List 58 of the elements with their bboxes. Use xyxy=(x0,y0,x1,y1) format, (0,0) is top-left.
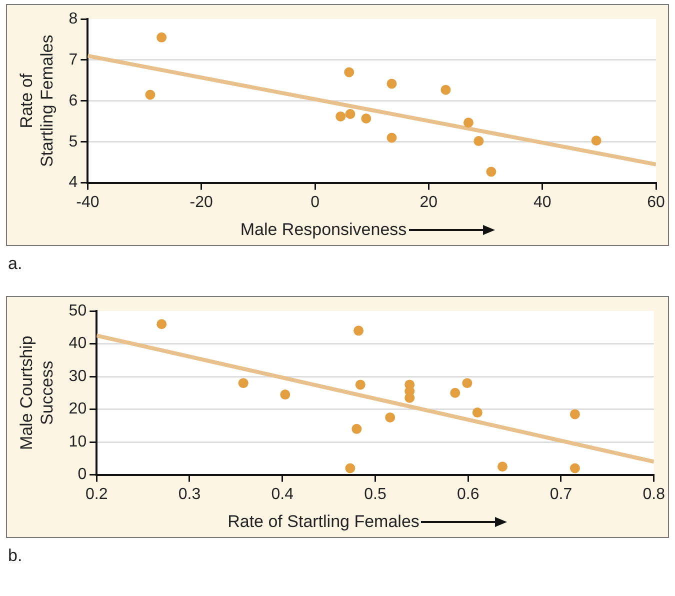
x-tick-label: 0.2 xyxy=(85,486,108,503)
y-tick-label: 10 xyxy=(68,433,87,450)
point xyxy=(570,463,580,474)
x-tick-label: 20 xyxy=(420,194,438,211)
point xyxy=(570,409,580,420)
point xyxy=(450,388,460,398)
point xyxy=(156,319,167,330)
x-tick-label: -20 xyxy=(190,194,214,211)
y-tick-label: 20 xyxy=(68,400,87,418)
x-tick-label: 40 xyxy=(533,194,552,211)
x-tick-label: 0.5 xyxy=(364,486,386,503)
point xyxy=(386,132,397,143)
point xyxy=(386,78,397,89)
point xyxy=(472,408,482,418)
x-tick-label: -40 xyxy=(76,194,100,211)
x-axis-title: Rate of Startling Females xyxy=(228,512,420,532)
x-tick-label: 0 xyxy=(310,194,320,211)
text: a. xyxy=(8,254,24,274)
y-tick-label: 40 xyxy=(68,335,87,352)
y-tick-label: 4 xyxy=(68,174,78,192)
y-axis-title: Male Courtship Success xyxy=(16,336,56,450)
y-tick-label: 30 xyxy=(68,368,87,385)
point xyxy=(355,380,366,390)
point xyxy=(474,136,484,146)
point xyxy=(354,326,364,336)
y-axis-title: Rate of Startling Females xyxy=(16,34,56,168)
y-tick-label: 50 xyxy=(68,302,87,320)
x-tick-label: 0.7 xyxy=(550,486,572,503)
x-tick-label: 0.4 xyxy=(271,486,294,503)
point xyxy=(156,32,167,42)
x-tick-label: 0.8 xyxy=(642,486,666,503)
point xyxy=(440,84,451,95)
y-tick-label: 5 xyxy=(68,133,78,150)
y-tick-label: 6 xyxy=(68,92,78,110)
x-tick-label: 0.6 xyxy=(456,486,480,503)
point xyxy=(345,463,356,474)
text: b. xyxy=(8,546,24,566)
point xyxy=(404,392,415,403)
point xyxy=(280,390,290,400)
x-axis-title: Male Responsiveness xyxy=(240,220,407,240)
point xyxy=(345,109,356,120)
point xyxy=(344,67,354,78)
point xyxy=(238,378,248,388)
point xyxy=(591,136,602,146)
point xyxy=(385,412,396,422)
point xyxy=(497,462,508,472)
point xyxy=(336,111,346,122)
y-tick-label: 7 xyxy=(68,51,78,68)
point xyxy=(486,166,496,177)
point xyxy=(463,118,474,128)
y-tick-label: 8 xyxy=(68,10,78,28)
x-tick-label: 60 xyxy=(647,194,665,211)
x-tick-label: 0.3 xyxy=(178,486,201,503)
point xyxy=(145,90,156,100)
point xyxy=(462,378,472,388)
point xyxy=(352,424,362,434)
y-tick-label: 0 xyxy=(78,466,87,484)
point xyxy=(361,114,372,124)
